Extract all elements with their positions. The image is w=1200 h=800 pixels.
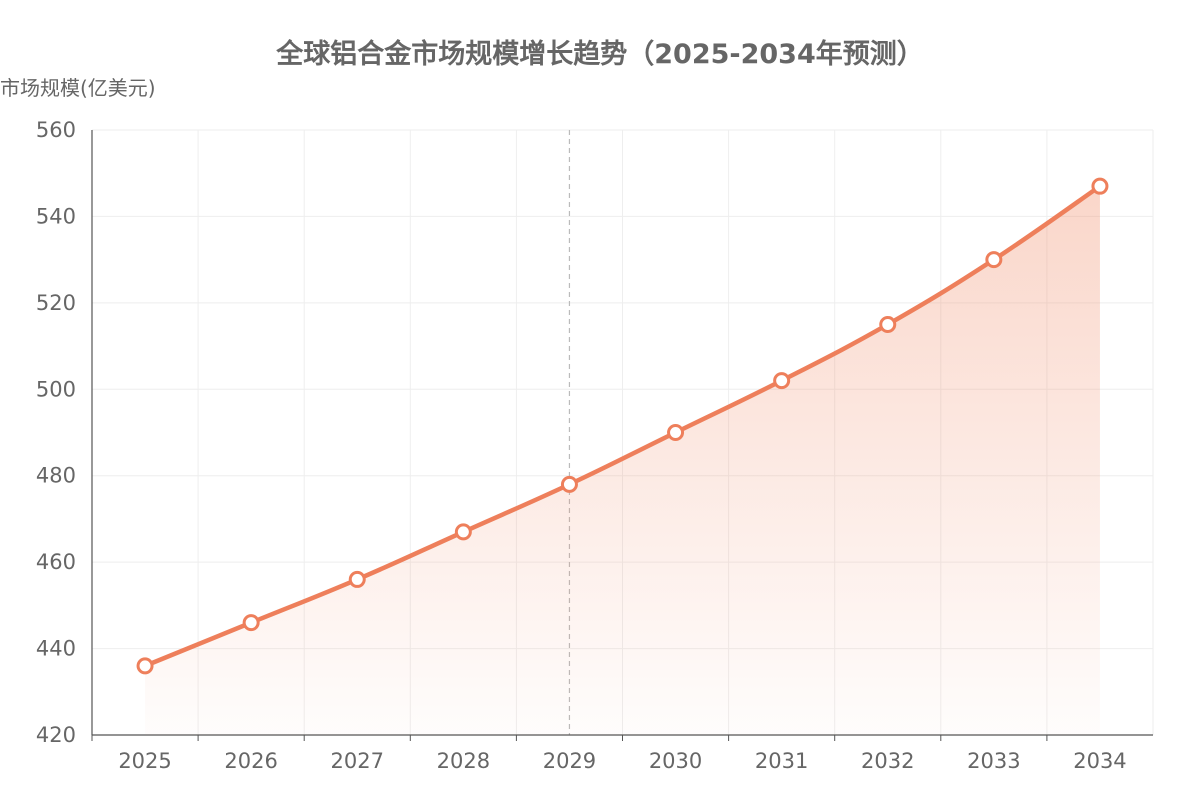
data-point <box>454 523 472 541</box>
series-line <box>144 184 1102 668</box>
x-tick-label: 2033 <box>967 749 1020 773</box>
y-tick-label: 420 <box>36 723 76 747</box>
x-tick-label: 2029 <box>543 749 596 773</box>
data-point <box>560 475 578 493</box>
y-axis-label: 市场规模(亿美元) <box>0 76 156 100</box>
y-tick-label: 540 <box>36 204 76 228</box>
y-tick-label: 440 <box>36 637 76 661</box>
data-point <box>667 424 685 441</box>
y-tick-label: 460 <box>36 550 76 574</box>
x-tick-label: 2031 <box>755 749 808 773</box>
x-tick-label: 2026 <box>224 749 277 773</box>
y-tick-label: 480 <box>36 464 76 488</box>
x-tick-label: 2032 <box>861 749 914 773</box>
data-point <box>985 251 1003 269</box>
y-tick-label: 560 <box>36 118 76 142</box>
chart-title: 全球铝合金市场规模增长趋势（2025-2034年预测） <box>276 39 924 70</box>
data-point <box>136 657 154 675</box>
data-point <box>773 372 791 390</box>
x-tick-label: 2025 <box>118 749 171 773</box>
data-point <box>348 570 366 588</box>
x-tick-label: 2027 <box>331 749 384 773</box>
x-tick-label: 2030 <box>649 749 702 773</box>
y-tick-label: 520 <box>36 291 76 315</box>
x-tick-label: 2034 <box>1073 749 1126 773</box>
data-point <box>1091 177 1109 195</box>
data-point <box>242 614 260 632</box>
x-tick-label: 2028 <box>437 749 490 773</box>
data-point <box>879 315 897 333</box>
y-tick-label: 500 <box>36 377 76 401</box>
